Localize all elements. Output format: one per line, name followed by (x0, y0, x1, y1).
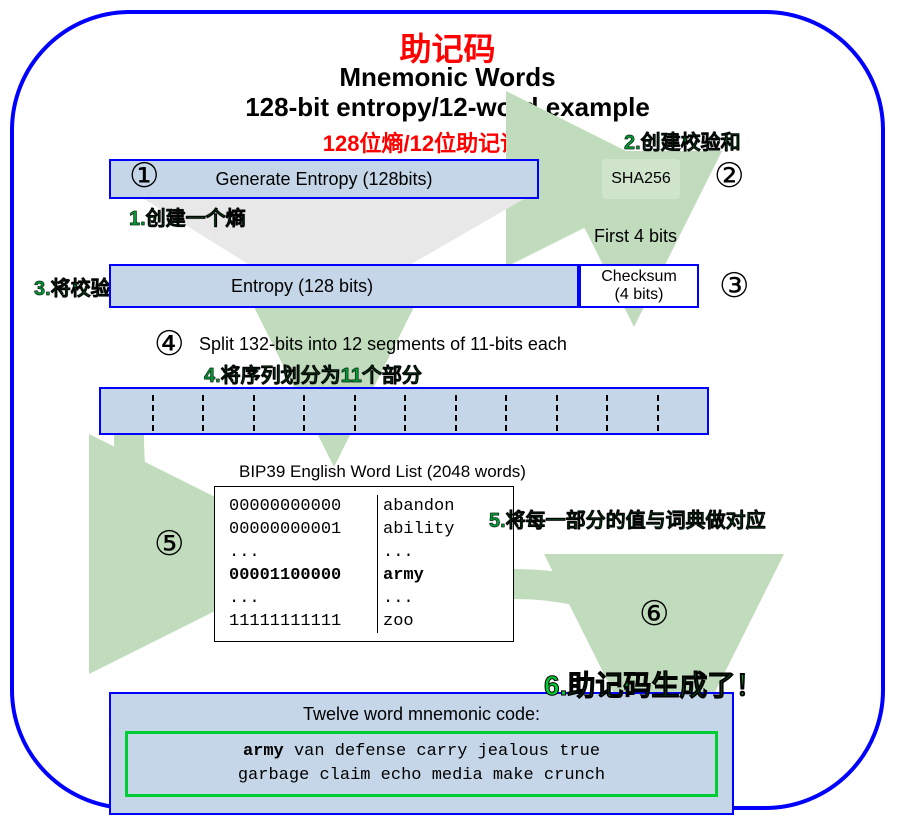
annotation-1: 1.创建一个熵 (129, 202, 246, 231)
wordlist-bits: 00000000001 (229, 520, 369, 539)
diagram-frame: 助记码 Mnemonic Words 128-bit entropy/12-wo… (10, 10, 885, 810)
subtitle-cn: 128位熵/12位助记词 实例 (14, 126, 881, 158)
wordlist-bits: ... (229, 543, 369, 562)
segment-divider (253, 395, 304, 431)
wordlist-word: ... (383, 543, 483, 562)
first-4-bits-label: First 4 bits (594, 226, 677, 247)
segment-divider (657, 395, 708, 431)
title-en-2: 128-bit entropy/12-word example (14, 92, 881, 123)
wordlist-row: ...... (229, 587, 499, 610)
segment-cell (202, 389, 253, 433)
annotation-6: 6.助记码生成了！ (544, 664, 763, 704)
title-en-1: Mnemonic Words (14, 62, 881, 93)
annotation-5: 5.将每一部分的值与词典做对应 (489, 504, 766, 533)
segment-divider (455, 395, 506, 431)
result-title: Twelve word mnemonic code: (125, 704, 718, 725)
segment-divider (152, 395, 203, 431)
result-box: Twelve word mnemonic code: army van defe… (109, 692, 734, 815)
step-6-number: ⑥ (639, 594, 669, 634)
segment-divider (556, 395, 607, 431)
entropy-box-label: Generate Entropy (128bits) (215, 169, 432, 190)
annotation-2: 2.创建校验和 (624, 126, 741, 155)
segment-cell (556, 389, 607, 433)
step-5-number: ⑤ (154, 524, 184, 564)
wordlist-bits: 11111111111 (229, 612, 369, 631)
checksum-l2: (4 bits) (615, 286, 664, 304)
wordlist-caption: BIP39 English Word List (2048 words) (239, 462, 526, 482)
step-3-number: ③ (719, 266, 749, 306)
wordlist-bits: 00001100000 (229, 566, 369, 585)
segments-bar (99, 387, 709, 435)
wordlist-word: ... (383, 589, 483, 608)
segment-divider (606, 395, 657, 431)
segment-cell (404, 389, 455, 433)
step-4-number: ④ (154, 324, 184, 364)
wordlist-row: 11111111111 zoo (229, 610, 499, 633)
wordlist-word: army (383, 566, 483, 585)
step-2-number: ② (714, 156, 744, 196)
segment-divider (404, 395, 455, 431)
mnemonic-line1-rest: van defense carry jealous true (284, 742, 600, 761)
mnemonic-bold: army (243, 742, 284, 761)
step-4-text: Split 132-bits into 12 segments of 11-bi… (199, 334, 567, 355)
wordlist-box: 00000000000 abandon 00000000001 ability....… (214, 486, 514, 642)
wordlist-row: 00000000000 abandon (229, 495, 499, 518)
entropy-128-label: Entropy (128 bits) (231, 276, 373, 297)
step-1-number-overlay: ① (129, 156, 159, 196)
segment-cell (606, 389, 657, 433)
segment-cell (455, 389, 506, 433)
sha256-box: SHA256 (602, 159, 680, 199)
wordlist-word: abandon (383, 497, 483, 516)
segment-divider (202, 395, 253, 431)
segment-divider (303, 395, 354, 431)
segment-cell (253, 389, 304, 433)
segment-divider (354, 395, 405, 431)
wordlist-bits: ... (229, 589, 369, 608)
wordlist-word: zoo (383, 612, 483, 631)
segment-cell (152, 389, 203, 433)
segment-cell (354, 389, 405, 433)
mnemonic-words: army van defense carry jealous true garb… (125, 731, 718, 797)
mnemonic-line2: garbage claim echo media make crunch (138, 764, 705, 788)
annotation-4: 4.将序列划分为11个部分 (204, 359, 422, 388)
segment-cell (101, 389, 152, 433)
wordlist-row: 00000000001 ability (229, 518, 499, 541)
entropy-128-box: Entropy (128 bits) (109, 264, 579, 308)
segment-cell (505, 389, 556, 433)
wordlist-row: 00001100000 army (229, 564, 499, 587)
entropy-box: Generate Entropy (128bits) (109, 159, 539, 199)
checksum-box: Checksum (4 bits) (579, 264, 699, 308)
segment-divider (505, 395, 556, 431)
segment-cell (657, 389, 708, 433)
checksum-l1: Checksum (601, 268, 677, 286)
wordlist-row: ...... (229, 541, 499, 564)
segment-cell (303, 389, 354, 433)
wordlist-word: ability (383, 520, 483, 539)
wordlist-bits: 00000000000 (229, 497, 369, 516)
sha256-label: SHA256 (611, 170, 671, 188)
